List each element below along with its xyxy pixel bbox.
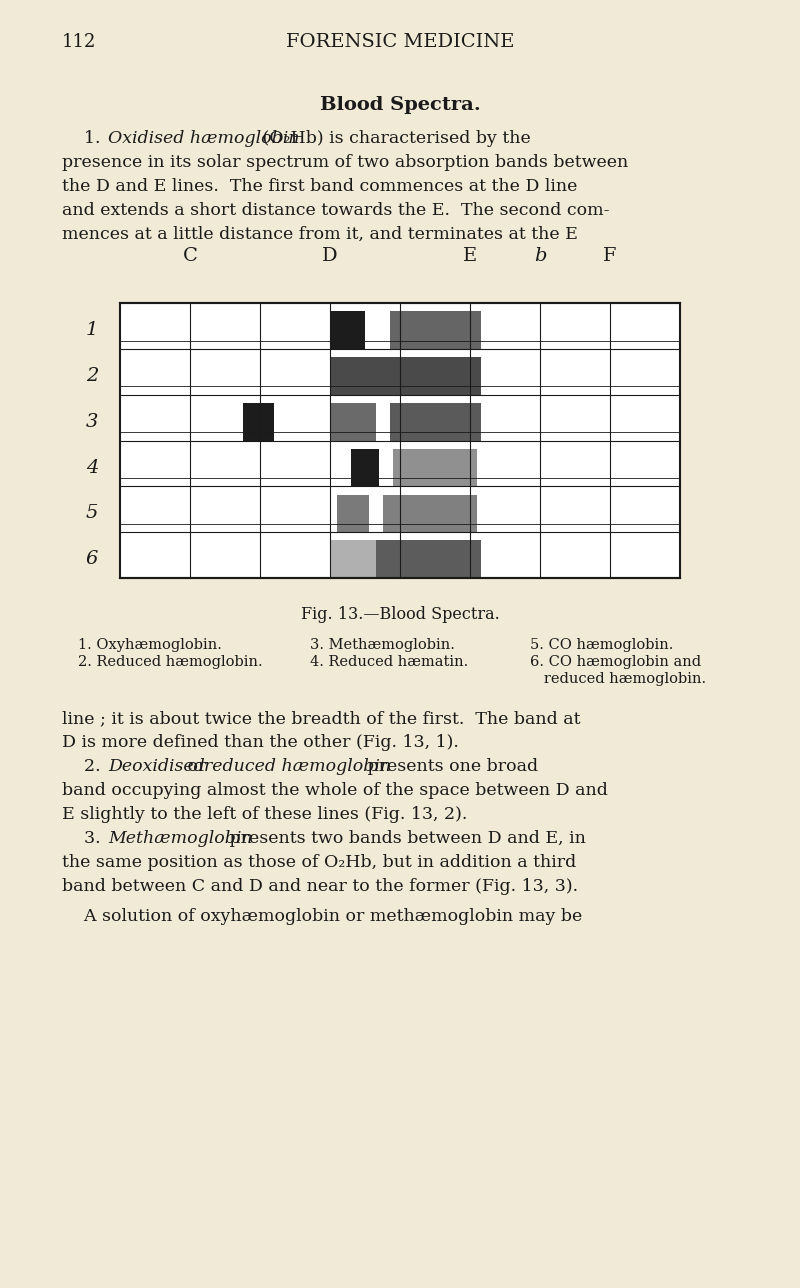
- Bar: [393, 448, 477, 487]
- Bar: [375, 541, 481, 578]
- Text: Fig. 13.—Blood Spectra.: Fig. 13.—Blood Spectra.: [301, 605, 499, 623]
- Text: D: D: [322, 247, 338, 265]
- Text: b: b: [534, 247, 546, 265]
- Text: 3.: 3.: [62, 829, 106, 848]
- Bar: [390, 312, 481, 349]
- Text: 4. Reduced hæmatin.: 4. Reduced hæmatin.: [310, 656, 468, 668]
- Bar: [351, 448, 379, 487]
- Text: 5: 5: [86, 505, 98, 523]
- Bar: [242, 403, 274, 440]
- Text: 6: 6: [86, 550, 98, 568]
- Bar: [337, 495, 369, 532]
- Text: 1: 1: [86, 321, 98, 339]
- Text: A solution of oxyhæmoglobin or methæmoglobin may be: A solution of oxyhæmoglobin or methæmogl…: [62, 908, 582, 925]
- Text: F: F: [603, 247, 617, 265]
- Text: 2.: 2.: [62, 759, 106, 775]
- Bar: [330, 541, 375, 578]
- Text: 1.: 1.: [62, 130, 106, 147]
- Text: and extends a short distance towards the E.  The second com-: and extends a short distance towards the…: [62, 202, 610, 219]
- Text: reduced hæmoglobin: reduced hæmoglobin: [204, 759, 391, 775]
- Text: E: E: [463, 247, 477, 265]
- Text: (O₂Hb) is characterised by the: (O₂Hb) is characterised by the: [257, 130, 530, 147]
- Text: 2. Reduced hæmoglobin.: 2. Reduced hæmoglobin.: [78, 656, 262, 668]
- Text: 112: 112: [62, 33, 96, 52]
- Bar: [390, 403, 481, 440]
- Text: Blood Spectra.: Blood Spectra.: [320, 97, 480, 115]
- Bar: [330, 403, 375, 440]
- Text: the D and E lines.  The first band commences at the D line: the D and E lines. The first band commen…: [62, 178, 578, 194]
- Bar: [120, 303, 680, 578]
- Text: or: or: [182, 759, 212, 775]
- Text: 2: 2: [86, 367, 98, 385]
- Text: Methæmoglobin: Methæmoglobin: [108, 829, 253, 848]
- Text: 6. CO hæmoglobin and: 6. CO hæmoglobin and: [530, 656, 701, 668]
- Text: 3. Methæmoglobin.: 3. Methæmoglobin.: [310, 638, 455, 652]
- Text: E slightly to the left of these lines (Fig. 13, 2).: E slightly to the left of these lines (F…: [62, 806, 467, 823]
- Text: 1. Oxyhæmoglobin.: 1. Oxyhæmoglobin.: [78, 638, 222, 652]
- Text: presents one broad: presents one broad: [362, 759, 538, 775]
- Text: the same position as those of O₂Hb, but in addition a third: the same position as those of O₂Hb, but …: [62, 854, 576, 871]
- Text: mences at a little distance from it, and terminates at the E: mences at a little distance from it, and…: [62, 225, 578, 243]
- Text: presents two bands between D and E, in: presents two bands between D and E, in: [224, 829, 586, 848]
- Text: Oxidised hæmoglobin: Oxidised hæmoglobin: [108, 130, 299, 147]
- Text: band between C and D and near to the former (Fig. 13, 3).: band between C and D and near to the for…: [62, 878, 578, 895]
- Text: reduced hæmoglobin.: reduced hæmoglobin.: [530, 672, 706, 687]
- Text: C: C: [182, 247, 198, 265]
- Text: presence in its solar spectrum of two absorption bands between: presence in its solar spectrum of two ab…: [62, 155, 628, 171]
- Bar: [382, 495, 477, 532]
- Text: 3: 3: [86, 412, 98, 430]
- Text: 5. CO hæmoglobin.: 5. CO hæmoglobin.: [530, 638, 674, 652]
- Text: Deoxidised: Deoxidised: [108, 759, 205, 775]
- Text: band occupying almost the whole of the space between D and: band occupying almost the whole of the s…: [62, 782, 608, 799]
- Text: line ; it is about twice the breadth of the first.  The band at: line ; it is about twice the breadth of …: [62, 710, 581, 726]
- Text: FORENSIC MEDICINE: FORENSIC MEDICINE: [286, 33, 514, 52]
- Bar: [330, 312, 365, 349]
- Bar: [330, 357, 481, 394]
- Text: 4: 4: [86, 459, 98, 477]
- Text: D is more defined than the other (Fig. 13, 1).: D is more defined than the other (Fig. 1…: [62, 734, 459, 751]
